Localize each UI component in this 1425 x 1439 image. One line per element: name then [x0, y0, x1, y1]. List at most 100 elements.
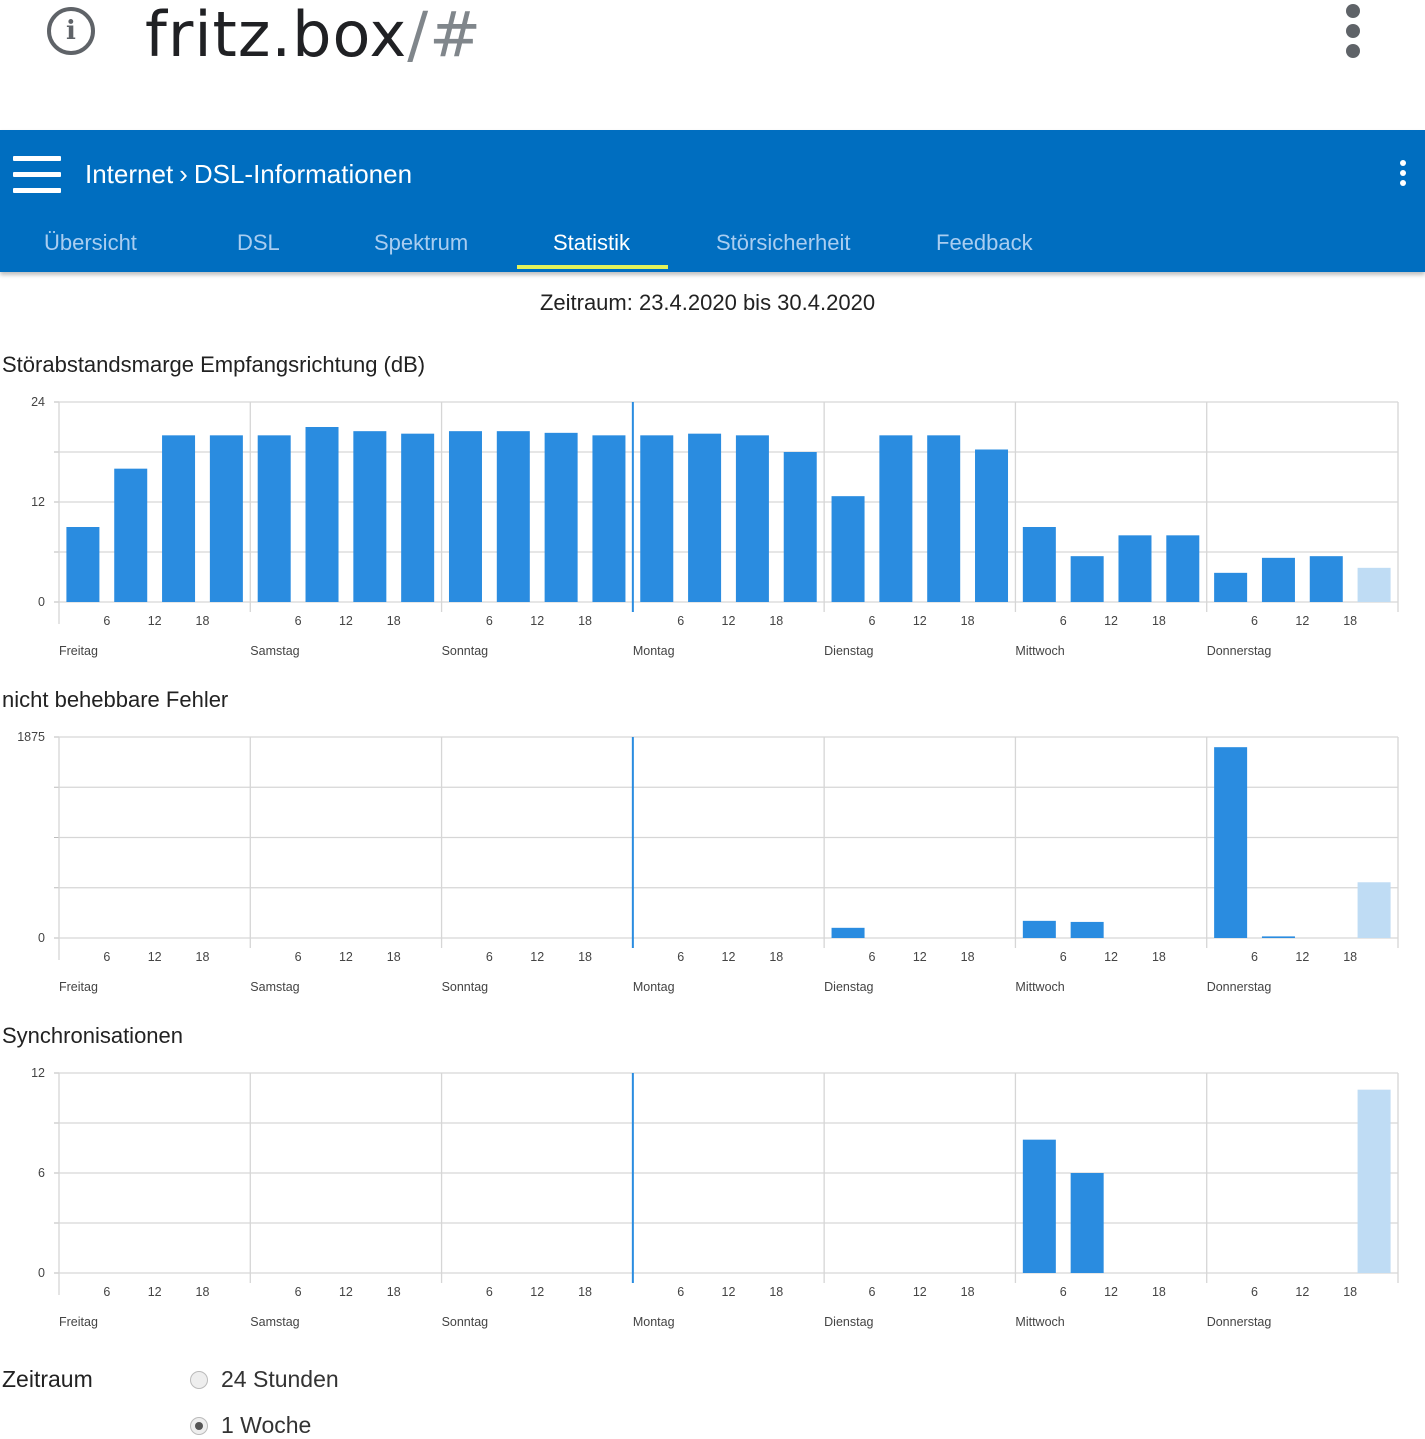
- bar[interactable]: [592, 435, 626, 602]
- site-info-icon[interactable]: i: [47, 7, 95, 55]
- x-day-label: Sonntag: [442, 1315, 489, 1329]
- x-hour-tick-label: 6: [1060, 950, 1067, 964]
- x-day-label: Montag: [633, 980, 675, 994]
- bar[interactable]: [1070, 1173, 1104, 1273]
- x-hour-tick-label: 18: [387, 950, 401, 964]
- bar[interactable]: [1070, 921, 1104, 938]
- bar[interactable]: [209, 435, 243, 602]
- radio-1-woche[interactable]: [190, 1416, 208, 1435]
- chart-snr-margin: 24 12 0 6 12 18 Freitag 6 12 18 Samstag 6 12 18 Sonnta…: [31, 395, 1399, 658]
- bar[interactable]: [783, 452, 817, 602]
- url-field[interactable]: fritz.box/#: [145, 0, 482, 70]
- tab-stoersicherheit[interactable]: Störsicherheit: [716, 230, 851, 255]
- x-day-label: Donnerstag: [1207, 980, 1272, 994]
- tab-statistik[interactable]: Statistik: [553, 230, 631, 255]
- bar[interactable]: [735, 435, 769, 602]
- x-hour-tick-label: 18: [196, 1285, 210, 1299]
- x-hour-tick-label: 18: [196, 950, 210, 964]
- bar[interactable]: [401, 433, 435, 602]
- bar[interactable]: [1261, 557, 1295, 602]
- tab-uebersicht[interactable]: Übersicht: [44, 230, 137, 255]
- x-hour-tick-label: 6: [486, 950, 493, 964]
- x-hour-tick-label: 6: [1060, 614, 1067, 628]
- bar[interactable]: [831, 927, 865, 938]
- bar[interactable]: [1022, 920, 1056, 938]
- bar[interactable]: [831, 496, 865, 602]
- bar[interactable]: [544, 432, 578, 602]
- bar[interactable]: [66, 527, 100, 602]
- browser-menu-icon[interactable]: [1338, 4, 1368, 64]
- bar[interactable]: [640, 435, 674, 602]
- bar[interactable]: [1022, 527, 1056, 602]
- url-host: fritz.box: [145, 0, 408, 71]
- x-hour-tick-label: 6: [1251, 950, 1258, 964]
- x-day-label: Samstag: [250, 980, 299, 994]
- bar[interactable]: [879, 435, 913, 602]
- bar[interactable]: [1214, 572, 1248, 602]
- x-hour-tick-label: 18: [961, 614, 975, 628]
- x-day-label: Dienstag: [824, 644, 873, 658]
- bar[interactable]: [257, 435, 291, 602]
- x-day-label: Samstag: [250, 644, 299, 658]
- breadcrumb-internet[interactable]: Internet: [85, 159, 174, 189]
- x-hour-tick-label: 12: [913, 1285, 927, 1299]
- tab-spektrum[interactable]: Spektrum: [374, 230, 469, 255]
- url-path: /#: [407, 0, 483, 71]
- bar[interactable]: [1214, 747, 1248, 938]
- x-day-label: Freitag: [59, 644, 98, 658]
- bar[interactable]: [114, 468, 148, 602]
- bar[interactable]: [1309, 556, 1343, 602]
- bar[interactable]: [975, 449, 1009, 603]
- x-hour-tick-label: 18: [1343, 950, 1357, 964]
- bar[interactable]: [496, 431, 530, 602]
- x-hour-tick-label: 6: [295, 614, 302, 628]
- x-day-label: Donnerstag: [1207, 644, 1272, 658]
- y-tick-label: 0: [38, 595, 45, 609]
- x-hour-tick-label: 12: [1295, 1285, 1309, 1299]
- more-options-icon[interactable]: [1396, 160, 1410, 190]
- x-hour-tick-label: 6: [868, 950, 875, 964]
- bar[interactable]: [1070, 556, 1104, 602]
- menu-icon[interactable]: [13, 156, 61, 194]
- bar[interactable]: [1261, 936, 1295, 938]
- x-day-label: Freitag: [59, 980, 98, 994]
- x-hour-tick-label: 6: [868, 1285, 875, 1299]
- x-day-label: Sonntag: [442, 980, 489, 994]
- x-day-label: Mittwoch: [1015, 1315, 1064, 1329]
- x-day-label: Sonntag: [442, 644, 489, 658]
- x-hour-tick-label: 6: [1251, 614, 1258, 628]
- radio-24-stunden[interactable]: [190, 1370, 208, 1389]
- y-tick-label: 12: [31, 495, 45, 509]
- bar[interactable]: [927, 435, 961, 602]
- chart-title-syncs: Synchronisationen: [2, 1023, 184, 1048]
- tab-dsl[interactable]: DSL: [237, 230, 280, 255]
- option-1-woche[interactable]: 1 Woche: [190, 1412, 311, 1439]
- x-hour-tick-label: 12: [148, 950, 162, 964]
- bar[interactable]: [1357, 1089, 1391, 1273]
- x-hour-tick-label: 18: [578, 614, 592, 628]
- bar[interactable]: [353, 431, 387, 602]
- bar[interactable]: [1166, 535, 1200, 602]
- x-day-label: Montag: [633, 644, 675, 658]
- tab-feedback[interactable]: Feedback: [936, 230, 1033, 255]
- x-day-label: Samstag: [250, 1315, 299, 1329]
- bar[interactable]: [305, 427, 339, 602]
- bar[interactable]: [1022, 1139, 1056, 1273]
- x-hour-tick-label: 12: [530, 1285, 544, 1299]
- x-hour-tick-label: 12: [1104, 1285, 1118, 1299]
- x-hour-tick-label: 6: [868, 614, 875, 628]
- x-hour-tick-label: 12: [913, 614, 927, 628]
- bar[interactable]: [1357, 567, 1391, 602]
- y-tick-label: 0: [38, 931, 45, 945]
- x-hour-tick-label: 18: [1152, 1285, 1166, 1299]
- bar[interactable]: [1357, 882, 1391, 938]
- chart-title-errors: nicht behebbare Fehler: [2, 687, 229, 712]
- x-day-label: Dienstag: [824, 980, 873, 994]
- x-hour-tick-label: 12: [530, 950, 544, 964]
- bar[interactable]: [688, 433, 722, 602]
- bar[interactable]: [448, 431, 482, 602]
- x-hour-tick-label: 18: [1152, 614, 1166, 628]
- option-24-stunden[interactable]: 24 Stunden: [190, 1366, 339, 1393]
- bar[interactable]: [162, 435, 196, 602]
- bar[interactable]: [1118, 535, 1152, 602]
